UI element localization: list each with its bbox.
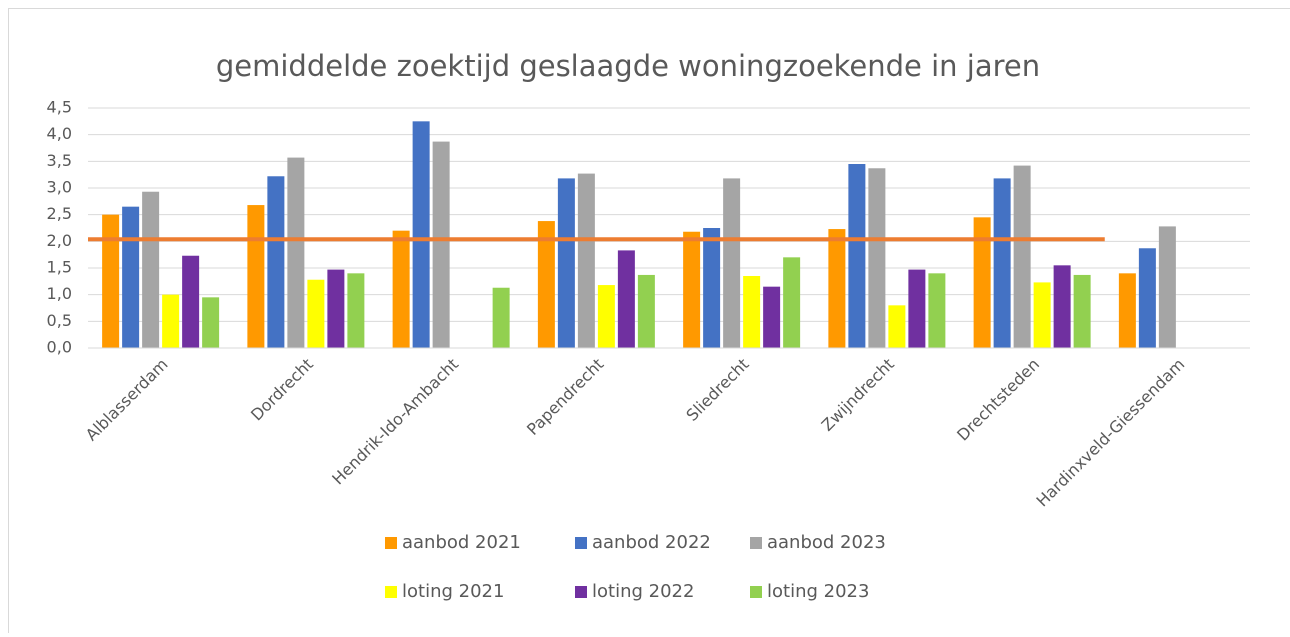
x-tick-label: Hardinxveld-Giessendam — [1032, 355, 1188, 511]
bar — [1119, 273, 1136, 348]
x-tick-label: Hendrik-Ido-Ambacht — [328, 355, 462, 489]
legend-label: aanbod 2023 — [767, 532, 886, 553]
bar — [267, 176, 284, 348]
bar — [723, 178, 740, 348]
legend-swatch — [385, 586, 397, 598]
bar — [828, 229, 845, 348]
bar — [493, 288, 510, 348]
x-tick-label: Dordrecht — [247, 355, 317, 425]
bar — [162, 295, 179, 348]
bar — [763, 287, 780, 348]
y-tick-label: 3,0 — [47, 178, 72, 197]
bar — [347, 273, 364, 348]
legend-swatch — [750, 537, 762, 549]
y-tick-label: 2,0 — [47, 231, 72, 250]
bar — [1074, 275, 1091, 348]
legend-label: aanbod 2021 — [402, 532, 521, 553]
y-tick-label: 4,0 — [47, 124, 72, 143]
bar — [1159, 226, 1176, 348]
bar — [433, 142, 450, 348]
legend-label: loting 2021 — [402, 581, 504, 602]
bar — [1014, 166, 1031, 348]
bar — [598, 285, 615, 348]
x-tick-label: Drechtsteden — [953, 355, 1043, 445]
legend-swatch — [750, 586, 762, 598]
bar — [247, 205, 264, 348]
legend-swatch — [575, 537, 587, 549]
legend-swatch — [575, 586, 587, 598]
legend-label: loting 2023 — [767, 581, 869, 602]
bar — [994, 178, 1011, 348]
legend-label: loting 2022 — [592, 581, 694, 602]
legend-label: aanbod 2022 — [592, 532, 711, 553]
y-tick-label: 0,0 — [47, 338, 72, 357]
y-tick-label: 4,5 — [47, 98, 72, 117]
bar — [307, 280, 324, 348]
legend-swatch — [385, 537, 397, 549]
bar — [1139, 248, 1156, 348]
bar — [888, 305, 905, 348]
bar — [142, 192, 159, 348]
x-tick-label: Papendrecht — [523, 355, 607, 439]
bar — [558, 178, 575, 348]
y-tick-label: 1,0 — [47, 284, 72, 303]
bar — [868, 168, 885, 348]
y-tick-label: 2,5 — [47, 204, 72, 223]
bar — [578, 174, 595, 348]
bar — [327, 270, 344, 348]
bar — [683, 232, 700, 348]
x-tick-label: Zwijndrecht — [818, 355, 898, 435]
bar — [908, 270, 925, 348]
bar — [974, 217, 991, 348]
bar — [703, 228, 720, 348]
bar — [783, 257, 800, 348]
x-tick-label: Alblasserdam — [82, 355, 172, 445]
bar — [928, 273, 945, 348]
bar — [743, 276, 760, 348]
bar — [122, 207, 139, 348]
y-tick-label: 3,5 — [47, 151, 72, 170]
bar — [618, 250, 635, 348]
y-tick-label: 1,5 — [47, 258, 72, 277]
bar — [287, 158, 304, 348]
bar — [202, 297, 219, 348]
bar — [1054, 265, 1071, 348]
bar — [638, 275, 655, 348]
bar — [393, 231, 410, 348]
bar — [848, 164, 865, 348]
bar — [182, 256, 199, 348]
bar — [102, 215, 119, 348]
y-tick-label: 0,5 — [47, 311, 72, 330]
chart-title: gemiddelde zoektijd geslaagde woningzoek… — [216, 49, 1040, 83]
x-tick-label: Sliedrecht — [682, 355, 752, 425]
bar — [413, 121, 430, 348]
bar — [1034, 282, 1051, 348]
